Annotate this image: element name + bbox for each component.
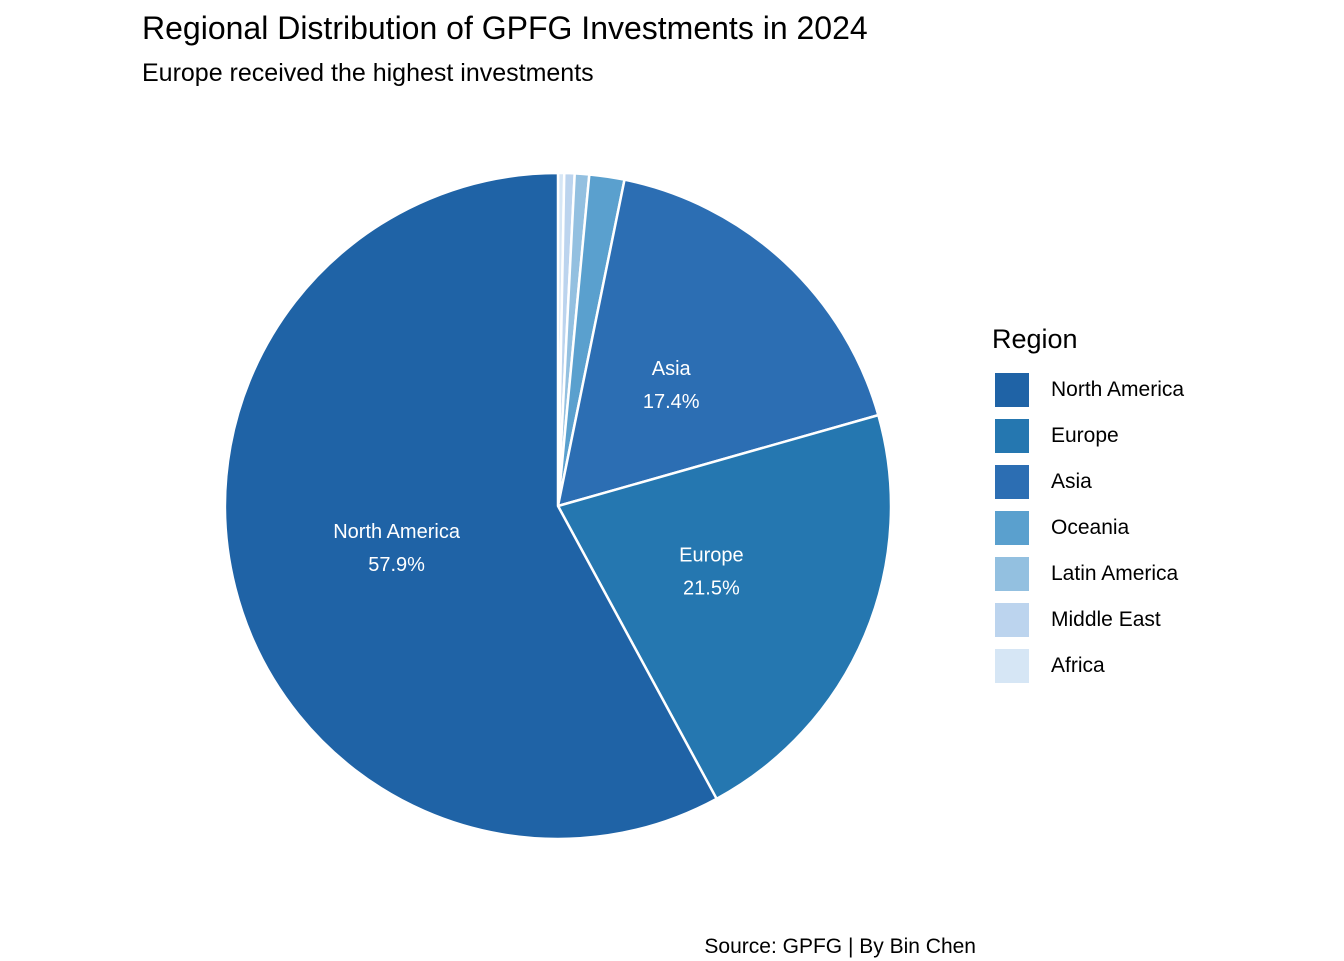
legend-label: Oceania	[1051, 516, 1130, 539]
slice-label-value-north-america: 57.9%	[368, 554, 425, 576]
legend-item-north-america: North America	[992, 367, 1184, 413]
legend-swatch	[993, 417, 1031, 455]
legend-swatch	[993, 647, 1031, 685]
legend-label: Europe	[1051, 424, 1119, 447]
legend-title: Region	[992, 324, 1078, 354]
legend-label: Latin America	[1051, 562, 1179, 585]
chart-subtitle: Europe received the highest investments	[142, 59, 594, 87]
legend-swatch	[993, 371, 1031, 409]
chart-caption: Source: GPFG | By Bin Chen	[704, 935, 976, 958]
pie-slices	[223, 171, 893, 841]
legend-swatch	[993, 463, 1031, 501]
legend-item-oceania: Oceania	[992, 505, 1184, 551]
legend-item-middle-east: Middle East	[992, 597, 1184, 643]
slice-label-name-asia: Asia	[652, 358, 692, 380]
legend-swatch	[993, 509, 1031, 547]
legend-items: North America Europe Asia Oceania Latin Amer…	[992, 367, 1184, 689]
legend-label: Asia	[1051, 470, 1092, 493]
slice-label-name-europe: Europe	[679, 545, 744, 567]
pie-slice-asia	[556, 178, 880, 508]
legend-item-africa: Africa	[992, 643, 1184, 689]
legend-item-latin-america: Latin America	[992, 551, 1184, 597]
legend-label: Middle East	[1051, 608, 1161, 631]
pie-labels: Asia 17.4% Europe 21.5% North America 57.9%	[333, 358, 743, 600]
slice-label-name-north-america: North America	[333, 521, 461, 543]
chart-title: Regional Distribution of GPFG Investment…	[142, 10, 868, 46]
pie-slice-europe	[556, 413, 893, 801]
legend-item-asia: Asia	[992, 459, 1184, 505]
legend-swatch	[993, 601, 1031, 639]
legend: Region North America Europe Asia Oceania Lat…	[992, 322, 1184, 689]
pie-slice-north-america	[223, 171, 718, 841]
slice-label-value-europe: 21.5%	[683, 578, 740, 600]
legend-item-europe: Europe	[992, 413, 1184, 459]
slice-label-value-asia: 17.4%	[643, 391, 700, 413]
legend-label: Africa	[1051, 654, 1105, 677]
legend-swatch	[993, 555, 1031, 593]
legend-label: North America	[1051, 378, 1185, 401]
